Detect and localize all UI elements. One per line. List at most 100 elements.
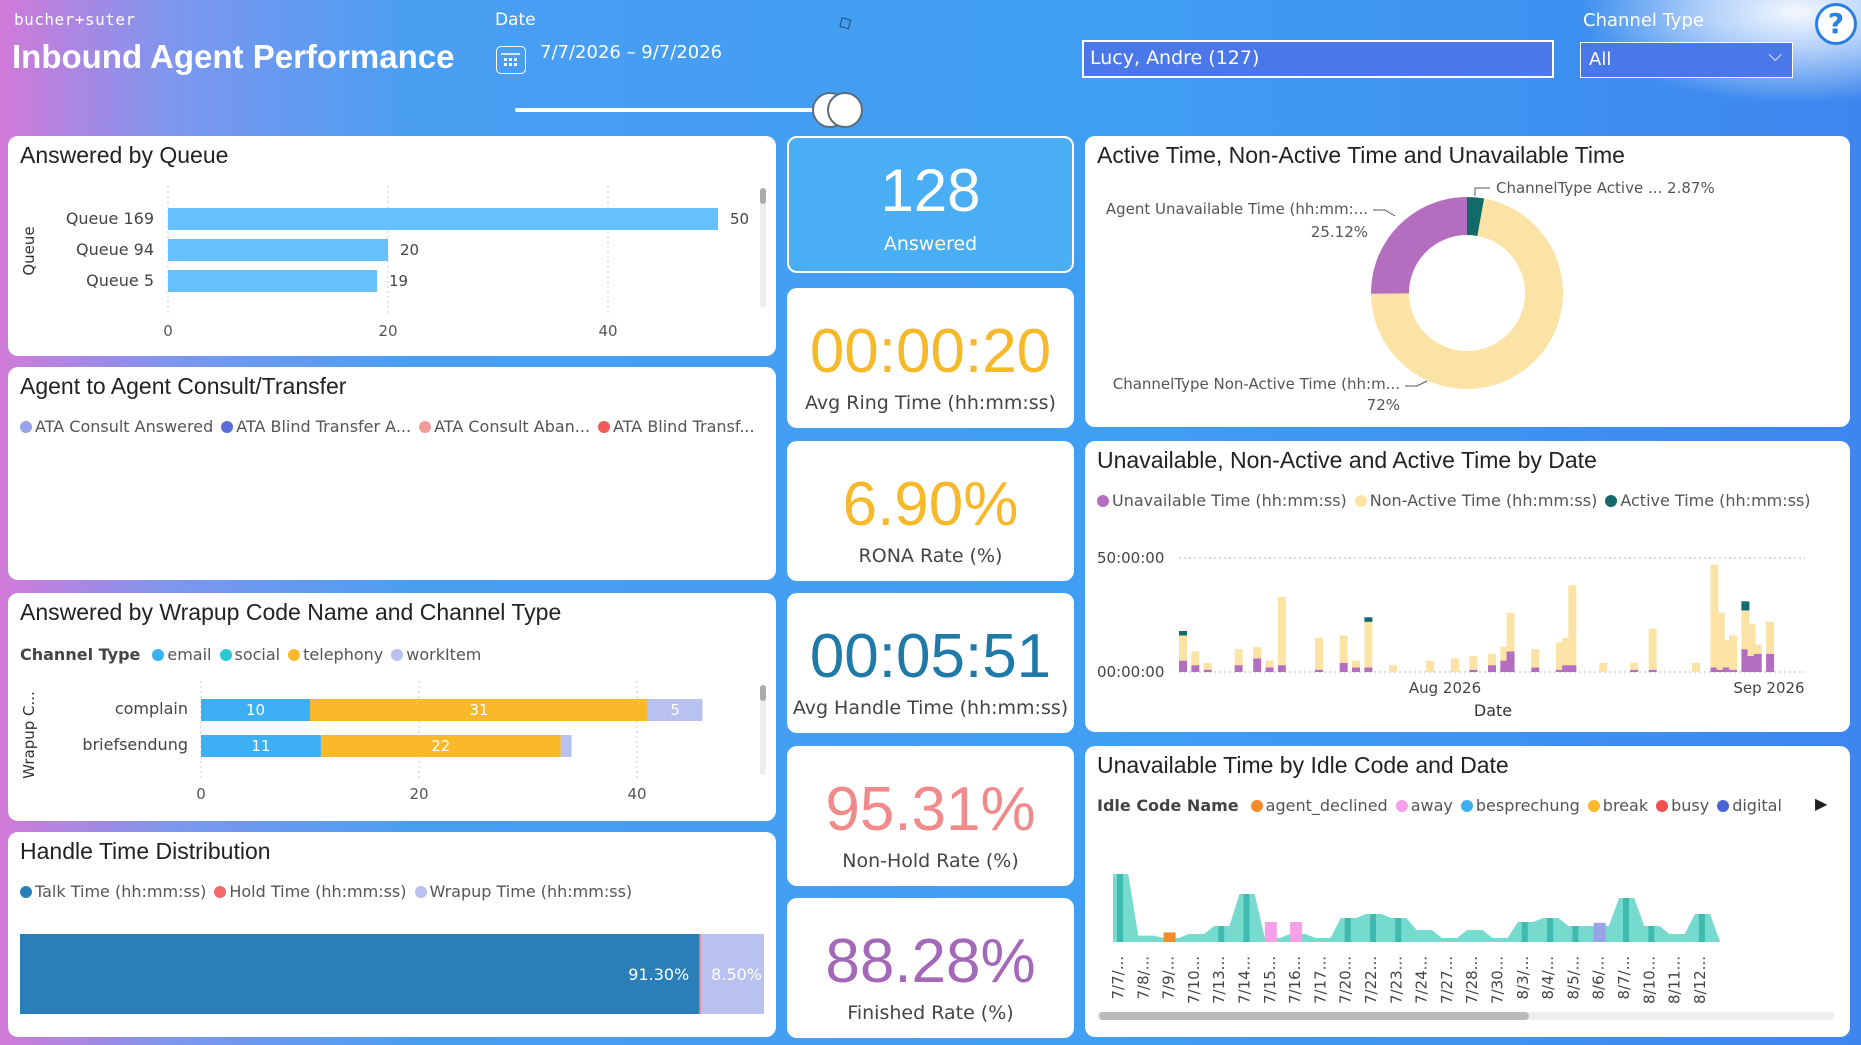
- legend-item[interactable]: Non-Active Time (hh:mm:ss): [1354, 491, 1597, 510]
- legend-label: workItem: [406, 645, 482, 664]
- wrapup-legend: Channel Type email social telephony workItem: [20, 645, 481, 664]
- legend-item[interactable]: ATA Consult Aban...: [419, 417, 590, 436]
- kpi-rona-rate[interactable]: 6.90% RONA Rate (%): [787, 441, 1074, 581]
- kpi-value: 00:00:20: [809, 317, 1052, 386]
- handle-bar-segment: [20, 934, 700, 1014]
- legend-item[interactable]: agent_declined: [1250, 796, 1388, 815]
- kpi-label: Avg Ring Time (hh:mm:ss): [805, 392, 1056, 414]
- idle-bar: [1117, 874, 1123, 942]
- card-title: Agent to Agent Consult/Transfer: [20, 373, 347, 399]
- legend-item[interactable]: workItem: [391, 645, 481, 664]
- y-axis-label: Wrapup C...: [20, 691, 38, 779]
- handle-bar-segment: [700, 934, 764, 1014]
- data-label: 31: [469, 701, 488, 719]
- y-tick-label: 50:00:00: [1097, 549, 1164, 567]
- kpi-avg-handle-time[interactable]: 00:05:51 Avg Handle Time (hh:mm:ss): [787, 593, 1074, 733]
- date-bar-segment: [1747, 624, 1756, 657]
- legend-dot-icon: [214, 885, 227, 898]
- date-bar-segment: [1469, 656, 1478, 670]
- idle-bar: [1698, 914, 1705, 942]
- legend-next-arrow-icon[interactable]: ▶: [1815, 794, 1828, 813]
- legend-item[interactable]: ATA Blind Transf...: [598, 417, 755, 436]
- kpi-finished-rate[interactable]: 88.28% Finished Rate (%): [787, 898, 1074, 1038]
- date-bar-segment: [1729, 635, 1738, 670]
- date-bar-segment: [1265, 667, 1274, 672]
- legend-item[interactable]: Wrapup Time (hh:mm:ss): [414, 882, 632, 901]
- leader-line: [1373, 209, 1396, 217]
- date-bar-segment: [1469, 669, 1478, 672]
- queue-bar-chart: 0 20 40 Queue Queue 169 50 Queue 94 20 Queue 5 19: [20, 186, 766, 340]
- legend-dot-icon: [20, 885, 32, 898]
- kpi-value: 00:05:51: [809, 622, 1052, 691]
- legend-item[interactable]: Talk Time (hh:mm:ss): [20, 882, 206, 901]
- category-label: briefsendung: [82, 735, 188, 754]
- x-tick-label: 7/24...: [1413, 956, 1431, 1004]
- legend-item[interactable]: Active Time (hh:mm:ss): [1605, 491, 1811, 510]
- legend-item[interactable]: Unavailable Time (hh:mm:ss): [1097, 491, 1347, 510]
- x-tick-label: 7/27...: [1438, 956, 1456, 1004]
- calendar-icon[interactable]: [496, 46, 526, 74]
- date-bar-segment: [1339, 635, 1348, 663]
- wrapup-bar-segment: [310, 699, 648, 721]
- active-time-donut-card: Active Time, Non-Active Time and Unavail…: [1085, 136, 1850, 427]
- legend-label: ATA Consult Aban...: [434, 417, 591, 436]
- x-tick-label: 7/16...: [1286, 956, 1304, 1004]
- donut-slice: [1371, 197, 1467, 294]
- slice-label: Agent Unavailable Time (hh:mm:...: [1106, 200, 1368, 218]
- channel-type-value: All: [1589, 49, 1612, 70]
- date-slider-end-handle[interactable]: [827, 92, 863, 128]
- legend-item[interactable]: digital: [1717, 796, 1782, 815]
- kpi-answered[interactable]: 128 Answered: [787, 136, 1074, 273]
- kpi-non-hold-rate[interactable]: 95.31% Non-Hold Rate (%): [787, 746, 1074, 886]
- queue-bar: [168, 208, 718, 230]
- date-range-text[interactable]: 7/7/2026 – 9/7/2026: [540, 42, 723, 63]
- brand-logo: bucher+suter: [14, 10, 136, 29]
- legend-item[interactable]: email: [152, 645, 212, 664]
- channel-type-select[interactable]: All ⌵: [1580, 42, 1793, 78]
- idle-bar-away: [1264, 922, 1277, 942]
- x-tick-label: 8/10...: [1640, 956, 1658, 1004]
- legend-dot-icon: [219, 648, 232, 661]
- time-by-date-chart: 50:00:00 00:00:00 Aug 2026 Sep 2026 Date: [1097, 549, 1805, 720]
- x-tick-label: 7/23...: [1387, 956, 1405, 1004]
- handle-legend: Talk Time (hh:mm:ss) Hold Time (hh:mm:ss)…: [20, 882, 632, 901]
- date-bar-segment: [1253, 646, 1262, 659]
- kpi-avg-ring-time[interactable]: 00:00:20 Avg Ring Time (hh:mm:ss): [787, 288, 1074, 428]
- kpi-value: 128: [880, 157, 981, 224]
- legend-item[interactable]: break: [1587, 796, 1648, 815]
- x-tick-label: 8/5/...: [1564, 956, 1582, 1000]
- date-bar-segment: [1314, 637, 1323, 670]
- agent-select[interactable]: Lucy, Andre (127): [1082, 40, 1554, 78]
- card-title: Unavailable, Non-Active and Active Time …: [1097, 447, 1597, 473]
- date-bar-segment: [1531, 649, 1540, 668]
- legend-item[interactable]: besprechung: [1460, 796, 1580, 815]
- data-label: 91.30%: [628, 965, 689, 984]
- eraser-icon[interactable]: ◇: [833, 9, 857, 36]
- handle-time-card: Handle Time Distribution Talk Time (hh:m…: [8, 832, 776, 1037]
- ata-card: Agent to Agent Consult/Transfer ATA Cons…: [8, 367, 776, 580]
- legend-dot-icon: [152, 648, 165, 661]
- date-bar-segment: [1191, 651, 1200, 666]
- legend-item[interactable]: Hold Time (hh:mm:ss): [214, 882, 407, 901]
- x-tick-label: 7/20...: [1337, 956, 1355, 1004]
- wrapup-bar-segment: [647, 699, 703, 721]
- date-bar-segment: [1389, 665, 1398, 672]
- x-tick-label: 8/4/...: [1539, 956, 1557, 1000]
- date-slider-track[interactable]: [515, 108, 835, 112]
- legend-item[interactable]: ATA Blind Transfer A...: [221, 417, 411, 436]
- legend-item[interactable]: ATA Consult Answered: [20, 417, 213, 436]
- legend-item[interactable]: busy: [1656, 796, 1709, 815]
- date-bar-segment: [1253, 658, 1262, 672]
- legend-item[interactable]: social: [219, 645, 280, 664]
- help-icon[interactable]: ?: [1815, 3, 1857, 45]
- idle-bar-agent_declined: [1163, 932, 1176, 942]
- date-bar-segment: [1729, 669, 1738, 672]
- handle-distribution-bar: 91.30% 8.50%: [20, 934, 764, 1014]
- slice-label: 72%: [1367, 396, 1400, 414]
- legend-label: digital: [1732, 796, 1782, 815]
- idle-bar-digital: [1593, 922, 1606, 942]
- date-bar-segment: [1352, 660, 1361, 668]
- kpi-value: 6.90%: [842, 470, 1019, 539]
- legend-item[interactable]: away: [1395, 796, 1453, 815]
- legend-item[interactable]: telephony: [288, 645, 383, 664]
